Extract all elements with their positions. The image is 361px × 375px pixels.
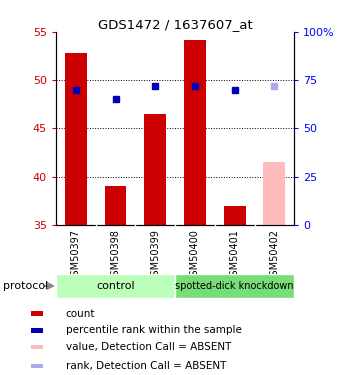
Text: GSM50400: GSM50400 [190,229,200,282]
Bar [224,206,245,225]
Bar [65,53,87,225]
Bar [184,40,206,225]
Text: value, Detection Call = ABSENT: value, Detection Call = ABSENT [66,342,231,352]
Text: rank, Detection Call = ABSENT: rank, Detection Call = ABSENT [66,361,226,371]
Text: GSM50399: GSM50399 [150,229,160,282]
Text: protocol: protocol [4,281,49,291]
Text: count: count [66,309,95,319]
Text: GSM50402: GSM50402 [269,229,279,282]
Bar [31,345,43,350]
Title: GDS1472 / 1637607_at: GDS1472 / 1637607_at [98,18,252,31]
Bar [175,274,294,298]
Bar [264,162,285,225]
Bar [31,311,43,316]
Bar [56,274,175,298]
Text: GSM50401: GSM50401 [230,229,240,282]
Text: percentile rank within the sample: percentile rank within the sample [66,326,242,335]
Bar [105,186,126,225]
Bar [31,328,43,333]
Bar [144,114,166,225]
Text: GSM50398: GSM50398 [110,229,121,282]
Bar [31,364,43,368]
Text: control: control [96,281,135,291]
Text: GSM50397: GSM50397 [71,229,81,282]
Text: spotted-dick knockdown: spotted-dick knockdown [175,281,294,291]
